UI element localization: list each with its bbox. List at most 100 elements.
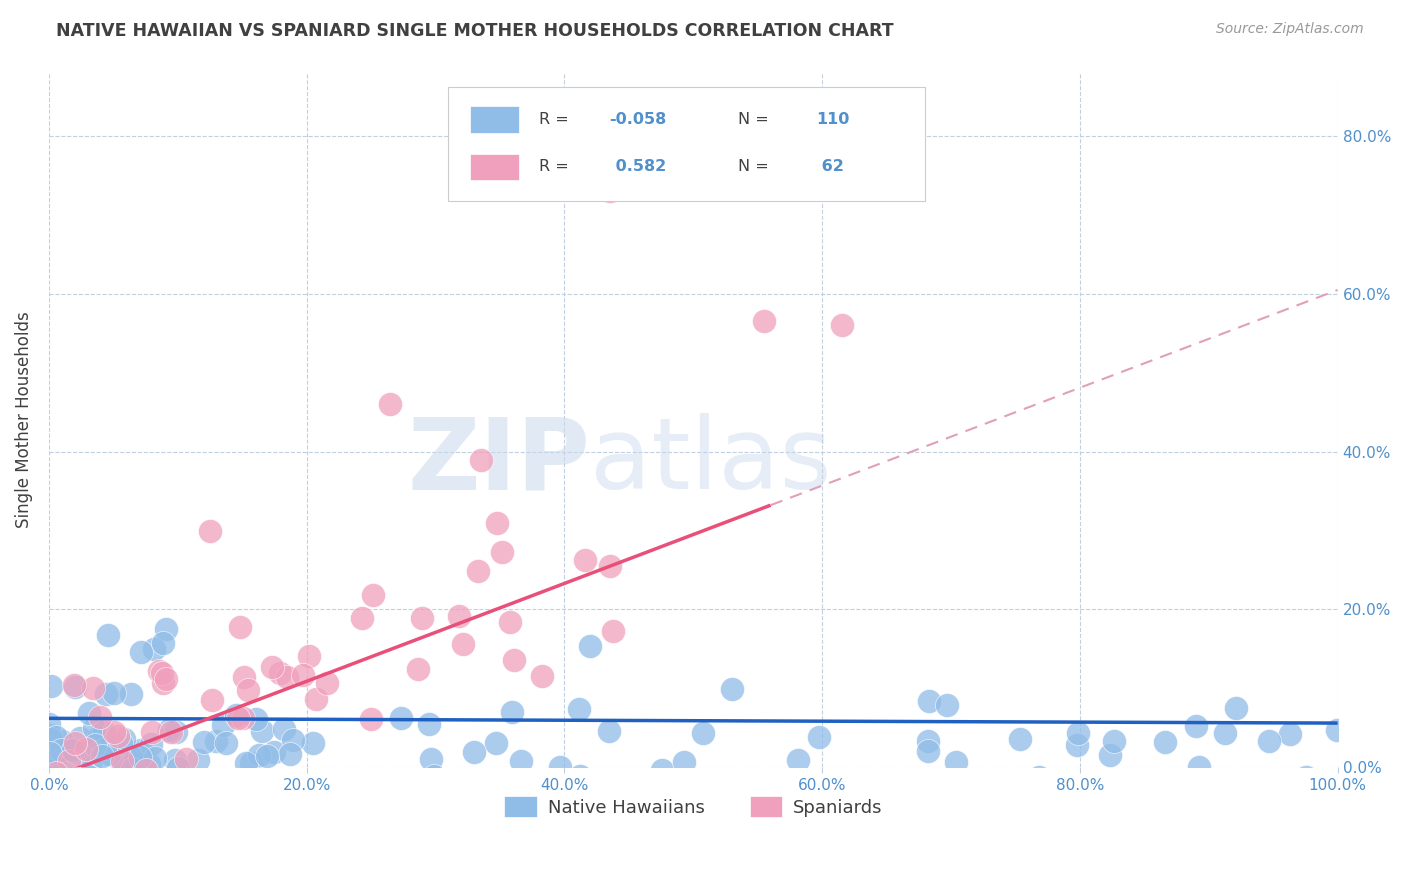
Point	[69, 731, 91, 746]
FancyBboxPatch shape	[449, 87, 925, 202]
Text: R =: R =	[538, 112, 574, 127]
Point	[150, 666, 173, 681]
Point	[491, 545, 513, 559]
Point	[79, 758, 101, 772]
Point	[215, 736, 238, 750]
Point	[155, 776, 177, 790]
Point	[226, 710, 249, 724]
Point	[97, 628, 120, 642]
Point	[110, 736, 132, 750]
Point	[39, 731, 62, 746]
Point	[193, 734, 215, 748]
Point	[463, 745, 485, 759]
Text: 0.582: 0.582	[610, 159, 666, 174]
Point	[94, 688, 117, 702]
Point	[240, 756, 263, 770]
Point	[352, 610, 374, 624]
Point	[232, 711, 254, 725]
Point	[129, 743, 152, 757]
Point	[449, 609, 471, 624]
Point	[152, 636, 174, 650]
Point	[247, 747, 270, 762]
Point	[502, 653, 524, 667]
Point	[141, 738, 163, 752]
Point	[250, 724, 273, 739]
Point	[599, 559, 621, 574]
Point	[754, 314, 776, 328]
Point	[917, 734, 939, 748]
Point	[256, 748, 278, 763]
Text: NATIVE HAWAIIAN VS SPANIARD SINGLE MOTHER HOUSEHOLDS CORRELATION CHART: NATIVE HAWAIIAN VS SPANIARD SINGLE MOTHE…	[56, 22, 894, 40]
Point	[1184, 719, 1206, 733]
Point	[38, 716, 60, 731]
Point	[418, 717, 440, 731]
Text: 110: 110	[815, 112, 849, 127]
Point	[498, 615, 520, 630]
Point	[419, 752, 441, 766]
Point	[94, 741, 117, 756]
Point	[129, 645, 152, 659]
Point	[135, 763, 157, 777]
Point	[291, 667, 314, 681]
Point	[1326, 723, 1348, 737]
Point	[1099, 747, 1122, 762]
Text: -0.058: -0.058	[610, 112, 666, 127]
Point	[1008, 731, 1031, 746]
Point	[569, 769, 592, 783]
Point	[1067, 726, 1090, 740]
Point	[45, 730, 67, 744]
Point	[39, 679, 62, 693]
Point	[602, 624, 624, 639]
Point	[574, 553, 596, 567]
Point	[692, 726, 714, 740]
Point	[360, 712, 382, 726]
FancyBboxPatch shape	[471, 153, 519, 180]
Point	[353, 776, 375, 790]
Point	[129, 750, 152, 764]
Point	[103, 725, 125, 739]
Point	[65, 750, 87, 764]
Point	[1102, 734, 1125, 748]
Point	[51, 734, 73, 748]
Point	[578, 639, 600, 653]
Point	[114, 760, 136, 774]
Point	[305, 692, 328, 706]
Point	[63, 678, 86, 692]
Point	[120, 687, 142, 701]
Point	[84, 738, 107, 752]
Point	[77, 706, 100, 721]
Point	[548, 760, 571, 774]
Point	[39, 728, 62, 742]
Point	[62, 743, 84, 757]
Point	[58, 754, 80, 768]
Point	[389, 711, 412, 725]
Point	[1295, 770, 1317, 784]
Point	[51, 743, 73, 757]
Point	[1278, 727, 1301, 741]
Point	[936, 698, 959, 713]
Point	[273, 722, 295, 736]
Point	[1066, 738, 1088, 752]
Point	[103, 686, 125, 700]
Point	[422, 769, 444, 783]
Point	[598, 724, 620, 739]
Point	[39, 741, 62, 756]
Point	[204, 734, 226, 748]
Point	[451, 637, 474, 651]
Point	[80, 776, 103, 790]
Point	[380, 397, 402, 411]
Point	[721, 682, 744, 697]
Text: N =: N =	[738, 112, 775, 127]
Point	[65, 746, 87, 760]
Point	[212, 718, 235, 732]
Point	[159, 725, 181, 739]
Point	[276, 670, 298, 684]
Point	[568, 702, 591, 716]
Point	[198, 524, 221, 538]
Point	[235, 756, 257, 770]
Point	[148, 665, 170, 679]
Point	[98, 747, 121, 762]
Point	[121, 762, 143, 776]
Point	[1213, 725, 1236, 739]
Point	[80, 775, 103, 789]
